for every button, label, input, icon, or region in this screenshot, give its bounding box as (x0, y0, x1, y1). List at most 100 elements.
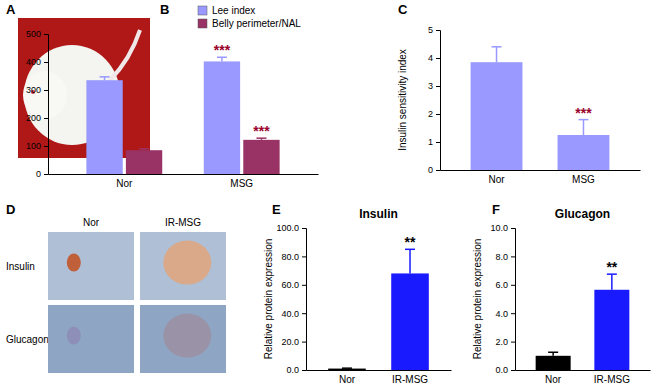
y-tick: 100.0 (276, 223, 306, 233)
chart: 0.02.04.06.08.010.0NorIR-MSG**GlucagonRe… (472, 207, 651, 385)
axis-line (49, 174, 319, 175)
error-bar (405, 249, 415, 273)
micrograph-tissue (140, 305, 226, 373)
tick-mark (302, 285, 306, 286)
tick-label: 0.0 (495, 365, 508, 375)
micrograph (140, 232, 226, 300)
islet (163, 314, 211, 358)
micrograph (48, 232, 134, 300)
y-axis-title: Insulin sensitivity index (397, 49, 408, 151)
bar (558, 135, 610, 170)
photo (18, 18, 150, 158)
tick-mark (436, 30, 440, 31)
tick-mark (511, 285, 515, 286)
legend-swatch (198, 19, 207, 28)
axis-line (441, 170, 641, 171)
column-label: Nor (83, 217, 100, 228)
error-bar (139, 149, 149, 150)
error-cap (492, 46, 502, 48)
axis-line (44, 35, 49, 175)
tick-label: 1 (428, 137, 433, 147)
tick-mark (302, 342, 306, 343)
tick-label: 6.0 (495, 280, 508, 290)
error-cap (548, 352, 558, 354)
panel-label: E (272, 202, 281, 217)
x-axis: NorMSG (49, 174, 319, 189)
tick-mark (436, 58, 440, 59)
y-tick: 40.0 (281, 309, 306, 319)
tick-mark (44, 146, 48, 147)
y-tick: 0.0 (286, 365, 306, 375)
legend-label: Belly perimeter/NAL (212, 18, 301, 29)
micrograph-tissue (48, 232, 134, 300)
tick-mark (44, 118, 48, 119)
y-tick: 60.0 (281, 280, 306, 290)
plot-area (328, 249, 429, 370)
tick-label: 4.0 (495, 309, 508, 319)
x-tick: IR-MSG (594, 370, 630, 385)
tick-label: 100 (26, 141, 41, 151)
tick-label: 0 (36, 169, 41, 179)
bar (328, 369, 366, 370)
tick-mark (302, 370, 306, 371)
error-line (409, 249, 411, 273)
y-tick: 3 (428, 81, 440, 91)
x-tick: IR-MSG (392, 370, 428, 385)
chart: 012345NorMSG***Insulin sensitivity index (397, 25, 641, 185)
row-label: Insulin (6, 261, 35, 272)
column-label: IR-MSG (165, 217, 201, 228)
bar (471, 62, 523, 170)
tick-mark (436, 86, 440, 87)
y-axis: 0 1 2 3 4 5 (428, 25, 441, 175)
y-tick: 2 (428, 109, 440, 119)
tick-mark (302, 228, 306, 229)
tick-mark (511, 256, 515, 257)
significance: ** (606, 259, 617, 275)
photo-background (18, 18, 150, 158)
error-bar (548, 352, 558, 356)
axis-line (302, 229, 307, 371)
tick-label: 40.0 (281, 309, 299, 319)
y-tick: 4 (428, 53, 440, 63)
x-tick: Nor (488, 170, 505, 185)
tick-label: 300 (26, 85, 41, 95)
x-axis: Nor IR-MSG (516, 370, 651, 385)
tick-label: 0 (428, 165, 433, 175)
y-tick: 200 (26, 113, 48, 123)
tick-label: 0.0 (286, 365, 299, 375)
tick-label: Nor (545, 374, 562, 385)
axis-line (511, 229, 516, 371)
y-tick: 100 (26, 141, 48, 151)
error-bar (492, 47, 502, 62)
y-tick: 6.0 (495, 280, 515, 290)
y-tick: 0 (428, 165, 440, 175)
panel-label: C (398, 2, 408, 17)
y-tick: 0 (36, 169, 48, 179)
x-tick: MSG (572, 170, 595, 185)
tick-label: 5 (428, 25, 433, 35)
panel-label: B (160, 2, 169, 17)
micrograph (140, 305, 226, 373)
bar (204, 61, 240, 174)
tick-mark (511, 313, 515, 314)
significance: *** (253, 123, 270, 139)
tick-label: 200 (26, 113, 41, 123)
tick-mark (436, 114, 440, 115)
y-tick: 0.0 (495, 365, 515, 375)
tick-mark (511, 228, 515, 229)
y-tick: 400 (26, 57, 48, 67)
chart-title: Glucagon (555, 207, 610, 221)
y-axis: 0.02.04.06.08.010.0 (490, 223, 515, 375)
row-label: Glucagon (6, 334, 49, 345)
islet (163, 241, 211, 285)
y-axis: 0100200300400500 (26, 29, 49, 179)
error-line (583, 120, 585, 135)
axis-line (436, 31, 441, 171)
x-tick: Nor (339, 370, 356, 385)
error-cap (100, 76, 110, 78)
tick-label: IR-MSG (594, 374, 630, 385)
y-tick: 80.0 (281, 252, 306, 262)
error-cap (139, 148, 149, 150)
error-line (611, 274, 613, 290)
tick-mark (511, 342, 515, 343)
